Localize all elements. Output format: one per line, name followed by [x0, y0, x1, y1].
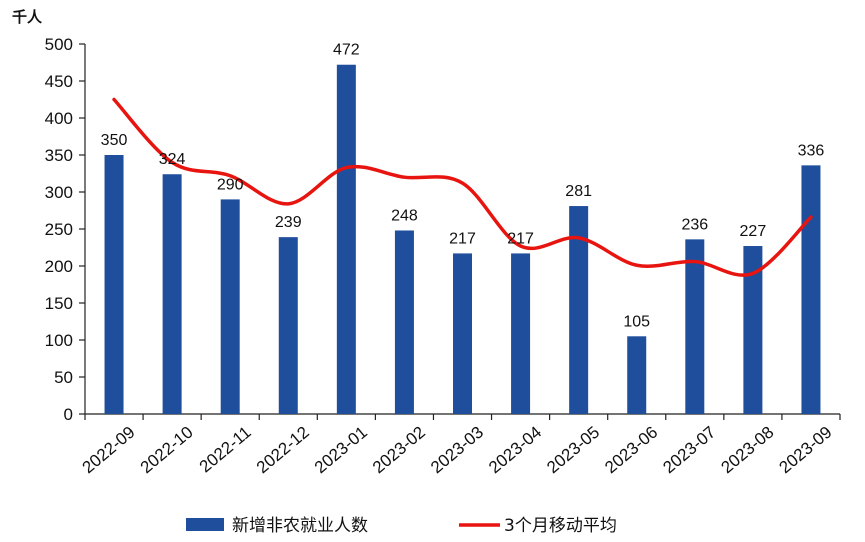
- x-tick-label: 2023-03: [427, 423, 487, 478]
- x-tick-label: 2022-09: [79, 423, 139, 478]
- x-tick-label: 2022-12: [253, 423, 313, 478]
- y-tick-label: 300: [45, 183, 73, 202]
- data-labels: 350 324 290 239 472 248 217 217 281 105 236 227 336: [101, 42, 825, 331]
- bar-data-label: 248: [391, 207, 418, 224]
- bar: [394, 230, 414, 414]
- y-tick-label: 450: [45, 72, 73, 91]
- bar-data-label: 217: [507, 230, 534, 247]
- y-tick-label: 250: [45, 220, 73, 239]
- y-tick-label: 100: [45, 331, 73, 350]
- bar-series: [104, 64, 821, 414]
- x-tick-label: 2022-10: [137, 423, 197, 478]
- legend-line-label: 3个月移动平均: [504, 516, 617, 536]
- y-tick-label: 350: [45, 146, 73, 165]
- bar-data-label: 227: [740, 223, 767, 240]
- bar-data-label: 236: [681, 216, 708, 233]
- y-tick-label: 0: [64, 405, 73, 424]
- x-tick-label: 2023-05: [543, 423, 603, 478]
- x-tick-label: 2023-04: [485, 423, 545, 478]
- bar: [104, 155, 124, 414]
- legend-bar-label: 新增非农就业人数: [232, 516, 368, 536]
- y-tick-label: 200: [45, 257, 73, 276]
- moving-average-line: [112, 97, 813, 277]
- x-tick-label: 2023-09: [776, 423, 836, 478]
- x-tick-label: 2023-02: [369, 423, 429, 478]
- bar-data-label: 324: [159, 151, 186, 168]
- bar-data-label: 105: [623, 313, 650, 330]
- bar-data-label: 239: [275, 214, 302, 231]
- bar: [743, 246, 763, 414]
- bar: [511, 253, 531, 414]
- bar: [162, 174, 182, 414]
- bar: [627, 336, 647, 414]
- legend-bar-swatch: [186, 518, 224, 531]
- y-tick-label: 500: [45, 35, 73, 54]
- bar: [336, 64, 356, 414]
- bar-data-label: 350: [101, 132, 128, 149]
- bar-data-label: 217: [449, 230, 476, 247]
- bar-data-label: 472: [333, 42, 360, 59]
- y-axis: 0 50 100 150 200 250 300 350 400 450 500: [45, 35, 86, 424]
- x-tick-label: 2023-01: [311, 423, 371, 478]
- bar: [801, 165, 821, 414]
- bar-data-label: 336: [798, 142, 825, 159]
- line-series: [112, 97, 813, 277]
- bar-data-label: 290: [217, 176, 244, 193]
- bar: [569, 206, 589, 414]
- y-axis-unit-label: 千人: [12, 8, 43, 26]
- legend: 新增非农就业人数 3个月移动平均: [186, 516, 617, 536]
- y-tick-label: 50: [54, 368, 73, 387]
- y-tick-label: 150: [45, 294, 73, 313]
- bar: [685, 239, 705, 414]
- bar: [453, 253, 472, 414]
- bar-data-label: 281: [565, 183, 592, 200]
- bar: [278, 237, 298, 414]
- x-tick-label: 2023-07: [659, 423, 719, 478]
- x-tick-label: 2022-11: [196, 423, 255, 477]
- x-tick-label: 2023-06: [601, 423, 661, 478]
- x-tick-label: 2023-08: [717, 423, 777, 478]
- y-tick-label: 400: [45, 109, 73, 128]
- bar: [220, 199, 240, 414]
